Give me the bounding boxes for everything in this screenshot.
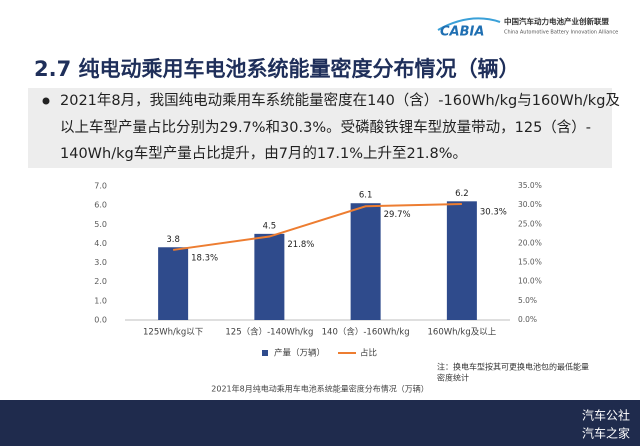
data-label: 6.2	[455, 189, 469, 199]
y-tick-label: 0.0	[94, 316, 107, 325]
bullet-line: 2021年8月，我国纯电动乘用车系统能量密度在140（含）-160Wh/kg与1…	[60, 92, 620, 109]
logo: CABIA	[440, 25, 484, 40]
y-tick-label: 1.0	[94, 296, 107, 305]
bar	[446, 201, 477, 320]
legend-label: 产量（万辆）	[274, 348, 325, 359]
data-label: 3.8	[166, 235, 180, 245]
slide-title: 2.7 纯电动乘用车电池系统能量密度分布情况（辆）	[34, 57, 520, 81]
data-label: 18.3%	[191, 253, 218, 263]
data-label: 4.5	[263, 221, 277, 231]
y2-tick-label: 25.0%	[518, 219, 542, 228]
bullet-line: 以上车型产量占比分别为29.7%和30.3%。受磷酸铁锂车型放量带动，125（含…	[60, 119, 591, 136]
bar	[254, 233, 285, 320]
watermark: 汽车公社	[582, 408, 630, 423]
data-label: 30.3%	[480, 207, 507, 217]
y2-tick-label: 20.0%	[518, 238, 542, 247]
bullet-line: 140Wh/kg车型产量占比提升，由7月的17.1%上升至21.8%。	[60, 145, 467, 162]
x-tick-label: 140（含）-160Wh/kg	[322, 327, 410, 338]
legend-label: 占比	[360, 348, 377, 359]
x-tick-label: 160Wh/kg及以上	[428, 328, 497, 338]
data-label: 6.1	[359, 191, 373, 201]
note: 注：换电车型按其可更换电池包的最低能量	[437, 362, 589, 372]
y2-tick-label: 30.0%	[518, 200, 542, 209]
y-tick-label: 3.0	[94, 258, 107, 267]
bullet-box	[28, 88, 612, 168]
y-tick-label: 5.0	[94, 220, 107, 229]
y-tick-label: 7.0	[94, 182, 107, 191]
bar	[158, 247, 189, 320]
note: 密度统计	[437, 373, 469, 383]
x-tick-label: 125（含）-140Wh/kg	[225, 327, 313, 338]
data-label: 29.7%	[384, 210, 411, 220]
org-name-en: China Automotive Battery Innovation Alli…	[504, 30, 618, 36]
logo-swoosh	[437, 17, 501, 31]
bullet-dot	[42, 97, 50, 105]
bar	[350, 203, 381, 320]
y-tick-label: 6.0	[94, 201, 107, 210]
data-label: 21.8%	[287, 240, 314, 250]
y2-tick-label: 0.0%	[518, 315, 537, 324]
legend-swatch	[262, 350, 268, 356]
chart-title: 2021年8月纯电动乘用车电池系统能量密度分布情况（万辆）	[211, 384, 428, 394]
y-tick-label: 2.0	[94, 277, 107, 286]
line	[172, 202, 462, 251]
y2-tick-label: 5.0%	[518, 296, 537, 305]
y2-tick-label: 35.0%	[518, 181, 542, 190]
y2-tick-label: 10.0%	[518, 277, 542, 286]
footer-band	[0, 400, 640, 446]
watermark: 汽车之家	[582, 426, 630, 441]
org-name: 中国汽车动力电池产业创新联盟	[504, 16, 609, 26]
x-tick-label: 125Wh/kg以下	[143, 328, 204, 338]
y-tick-label: 4.0	[94, 239, 107, 248]
y2-tick-label: 15.0%	[518, 258, 542, 267]
